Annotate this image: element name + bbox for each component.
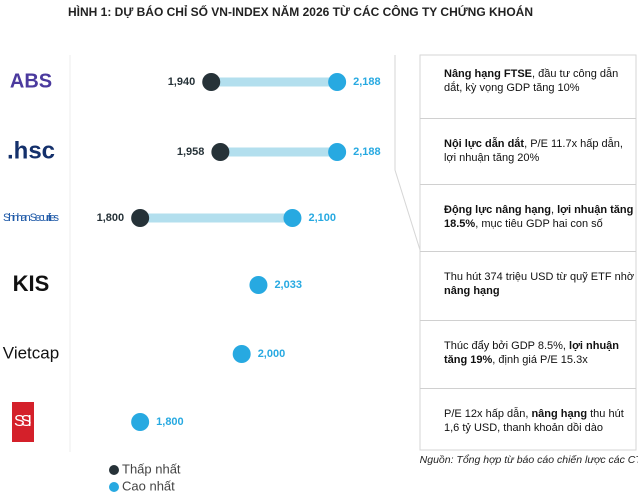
chart-title: HÌNH 1: DỰ BÁO CHỈ SỐ VN-INDEX NĂM 2026 … (68, 4, 533, 19)
note-text: , định giá P/E 15.3x (492, 354, 588, 366)
note-text: nâng hạng (531, 408, 588, 420)
note-divider (420, 320, 636, 321)
note-text: Nội lực dẫn dắt (444, 138, 525, 150)
category-logo: KIS (13, 271, 50, 296)
note: Thu hút 374 triệu USD từ quỹ ETF nhờ nân… (444, 270, 636, 298)
note-text: , mục tiêu GDP hai con số (475, 218, 603, 230)
note-text: , (550, 204, 558, 216)
dot (249, 276, 268, 294)
category-logo: Vietcap (3, 343, 59, 362)
note: Nội lực dẫn dắt, P/E 11.7x hấp dẫn, lợi … (444, 137, 636, 165)
note-divider (420, 251, 636, 252)
note-text: P/E 12x hấp dẫn, (444, 408, 532, 420)
note-text: , P/E 11.7x hấp dẫn, lợi nhuận tăng 20% (444, 138, 623, 164)
notes-frame (419, 54, 637, 451)
note-text: thu hút 1,6 tỷ USD, thanh khoản dồi dào (444, 408, 624, 434)
dot (328, 73, 347, 91)
dot (283, 209, 302, 227)
note-divider (420, 118, 636, 119)
value-label: 1,800 (97, 212, 125, 224)
note: P/E 12x hấp dẫn, nâng hạng thu hút 1,6 t… (444, 407, 636, 435)
dot (131, 209, 150, 227)
dot (328, 143, 347, 161)
legend-marker (109, 465, 119, 475)
value-label: 1,800 (156, 416, 184, 428)
category-logo: ABS (10, 70, 52, 92)
value-label: 2,000 (258, 348, 286, 360)
decor-line (394, 55, 421, 450)
logo-bg (12, 402, 34, 442)
note-text: lợi nhuận tăng 19% (444, 340, 619, 366)
legend-label: Cao nhất (122, 478, 175, 493)
dot (131, 413, 150, 431)
note-text: Động lực nâng hạng (444, 204, 551, 216)
category-logo: SSI (14, 413, 32, 430)
legend-marker (109, 482, 119, 492)
note-text: Thu hút 374 triệu USD từ quỹ ETF nhờ (444, 271, 635, 283)
value-label: 2,033 (274, 279, 302, 291)
note-text: lợi nhuận tăng 18.5% (444, 204, 634, 230)
dot (232, 345, 251, 363)
value-label: 2,188 (353, 76, 381, 88)
legend-label: Thấp nhất (122, 461, 181, 476)
note: Động lực nâng hạng, lợi nhuận tăng 18.5%… (444, 203, 636, 231)
value-label: 1,940 (168, 76, 196, 88)
category-logo: Shinhan Securities (3, 212, 60, 224)
note-divider (420, 388, 636, 389)
dot (211, 143, 230, 161)
value-label: 1,958 (177, 146, 205, 158)
note-text: nâng hạng (444, 285, 500, 297)
dot (202, 73, 221, 91)
category-logo: .hsc (7, 137, 55, 164)
value-label: 2,188 (353, 146, 381, 158)
note-divider (420, 184, 636, 185)
note: Thúc đẩy bởi GDP 8.5%, lợi nhuận tăng 19… (444, 339, 636, 367)
source: Nguồn: Tổng hợp từ báo cáo chiến lược cá… (420, 454, 638, 466)
note-text: Nâng hạng FTSE (444, 68, 532, 80)
note-text: , đầu tư công dẫn dắt, kỳ vọng GDP tăng … (444, 68, 619, 94)
note: Nâng hạng FTSE, đầu tư công dẫn dắt, kỳ … (444, 67, 636, 95)
value-label: 2,100 (308, 212, 336, 224)
note-text: Thúc đẩy bởi GDP 8.5%, (444, 340, 570, 352)
